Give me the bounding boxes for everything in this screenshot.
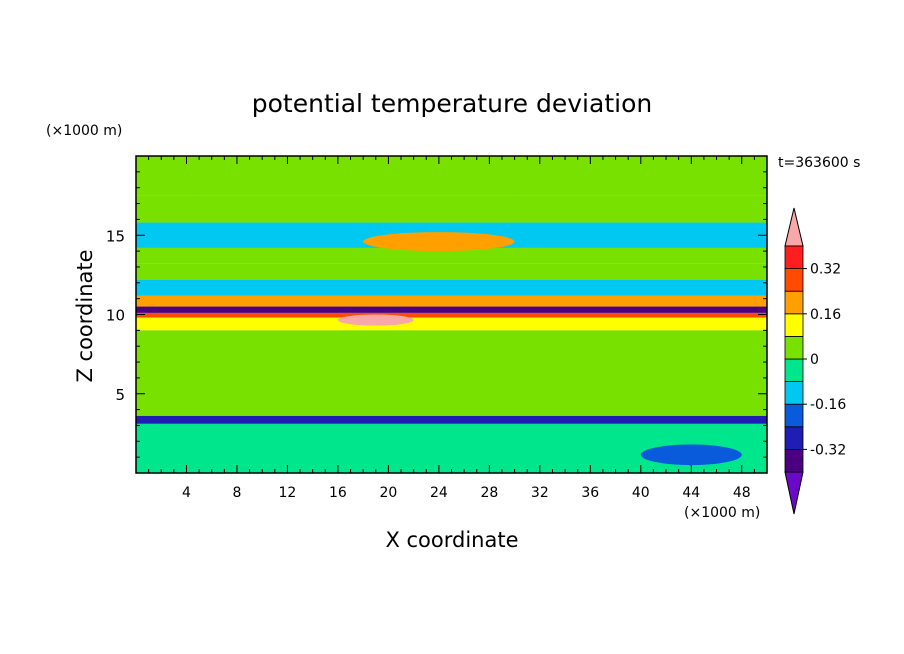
colorbar-under-arrow [784, 471, 804, 515]
x-tick-label-40: 40 [632, 485, 650, 501]
x-tick-label-44: 44 [682, 485, 700, 501]
x-tick-label-16: 16 [329, 485, 347, 501]
contour-feature-2 [363, 232, 515, 252]
contour-band-1 [136, 195, 767, 223]
colorbar-swatch-8 [784, 268, 804, 292]
y-tick-label-15: 15 [106, 227, 125, 245]
colorbar-label-0: 0.32 [810, 262, 841, 278]
time-label: t=363600 s [778, 155, 860, 171]
x-tick-label-12: 12 [279, 485, 297, 501]
x-tick-label-28: 28 [480, 485, 498, 501]
x-tick-label-8: 8 [232, 485, 241, 501]
colorbar-swatch-9 [784, 245, 804, 270]
colorbar-swatch-1 [784, 426, 804, 450]
colorbar-swatch-2 [784, 403, 804, 428]
x-unit-label: (×1000 m) [684, 505, 760, 521]
colorbar-label-3: -0.16 [810, 397, 846, 413]
y-tick-label-10: 10 [106, 307, 125, 325]
colorbar-swatch-5 [784, 335, 804, 360]
colorbar-swatch-3 [784, 381, 804, 405]
x-tick-label-36: 36 [581, 485, 599, 501]
contour-band-6 [136, 295, 767, 307]
x-tick-label-48: 48 [733, 485, 751, 501]
chart-title: potential temperature deviation [252, 89, 652, 118]
contour-feature-0 [136, 156, 263, 196]
contour-band-8 [136, 312, 767, 318]
x-axis-title: X coordinate [385, 528, 518, 552]
colorbar: 0.32 0.16 0 -0.16 -0.32 [784, 207, 846, 515]
x-tick-label-20: 20 [379, 485, 397, 501]
contour-band-3 [136, 247, 767, 264]
y-axis: 5 10 15 [106, 171, 767, 458]
colorbar-over-arrow [784, 207, 804, 247]
x-tick-label-24: 24 [430, 485, 448, 501]
colorbar-swatch-0 [784, 448, 804, 473]
x-tick-label-4: 4 [182, 485, 191, 501]
y-axis-title: Z coordinate [73, 249, 97, 382]
contour-band-10 [136, 330, 767, 416]
y-tick-label-5: 5 [115, 386, 125, 404]
x-axis: 4 8 12 16 20 24 28 32 36 40 44 48 [148, 156, 755, 501]
contour-band-4 [136, 263, 767, 280]
colorbar-swatch-4 [784, 358, 804, 383]
y-unit-label: (×1000 m) [46, 123, 122, 139]
contour-band-5 [136, 279, 767, 296]
colorbar-label-2: 0 [810, 352, 819, 368]
contour-feature-3 [337, 314, 414, 326]
colorbar-swatch-6 [784, 313, 804, 337]
colorbar-label-1: 0.16 [810, 307, 841, 323]
contour-feature-1 [464, 156, 566, 196]
contour-feature-4 [640, 444, 742, 466]
contour-band-11 [136, 415, 767, 424]
x-tick-label-32: 32 [531, 485, 549, 501]
colorbar-label-4: -0.32 [810, 442, 846, 458]
colorbar-swatch-7 [784, 290, 804, 315]
contour-field [136, 156, 767, 473]
contour-band-7 [136, 306, 767, 313]
contour-band-9 [136, 317, 767, 331]
